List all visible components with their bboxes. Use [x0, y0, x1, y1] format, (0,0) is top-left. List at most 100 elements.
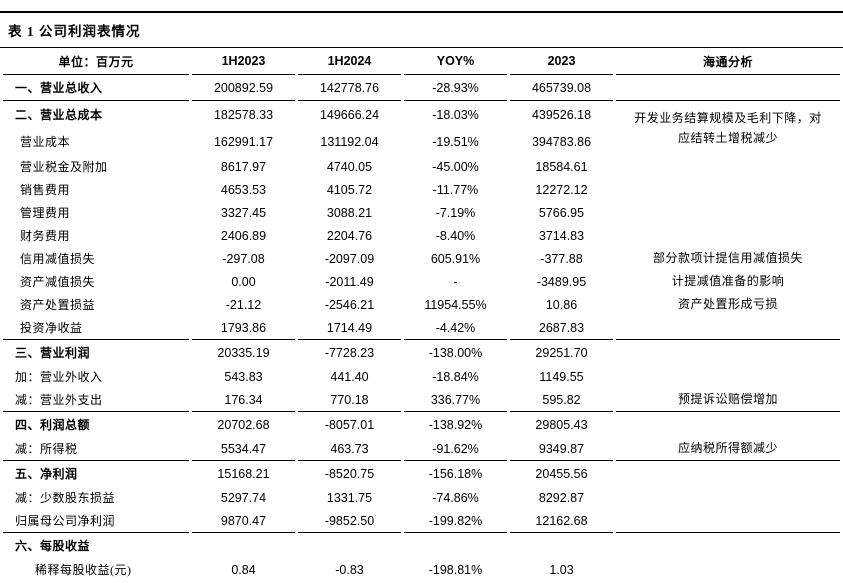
value-2023: 12162.68	[510, 509, 613, 533]
value-1h2024: -2011.49	[325, 274, 374, 289]
row-label: 三、营业利润	[15, 346, 91, 360]
value-1h2024: 770.18	[298, 388, 401, 412]
value-1h2024: 149666.24	[319, 107, 380, 122]
value-2023: 394783.86	[531, 134, 592, 149]
value-2023	[510, 533, 613, 558]
profit-table: 单位：百万元 1H2023 1H2024 YOY% 2023 海通分析 一、营业…	[0, 48, 843, 581]
value-1h2024: 4105.72	[326, 182, 373, 197]
value-1h2023: -21.12	[225, 297, 262, 312]
value-2023: -3489.95	[536, 274, 587, 289]
value-1h2024: -2097.09	[324, 251, 375, 266]
value-2023: 5766.95	[538, 205, 585, 220]
table-row: 六、每股收益	[3, 533, 840, 558]
value-yoy: -8.40%	[435, 228, 476, 243]
row-label: 信用减值损失	[20, 252, 96, 266]
analysis-note	[616, 365, 840, 388]
value-1h2023: 2406.89	[220, 228, 267, 243]
row-label: 一、营业总收入	[3, 75, 189, 101]
row-label: 稀释每股收益(元)	[35, 563, 132, 577]
table-row: 减：营业外支出 176.34 770.18 336.77% 595.82 预提诉讼赔偿增加	[3, 388, 840, 412]
table-row: 加：营业外收入 543.83 441.40 -18.84% 1149.55	[3, 365, 840, 388]
value-1h2024: -7728.23	[324, 345, 375, 360]
analysis-note: 应纳税所得额减少	[616, 437, 840, 461]
value-2023: 2687.83	[510, 316, 613, 340]
value-yoy: 336.77%	[404, 388, 507, 412]
value-1h2024: 4740.05	[326, 159, 373, 174]
analysis-note	[616, 316, 840, 340]
table-row: 稀释每股收益(元) 0.84 -0.83 -198.81% 1.03	[3, 558, 840, 581]
table-row: 五、净利润 15168.21 -8520.75 -156.18% 20455.56	[3, 461, 840, 486]
value-2023: 20455.56	[535, 466, 588, 481]
value-yoy: -4.42%	[404, 316, 507, 340]
value-1h2023: 0.84	[231, 562, 256, 577]
value-1h2024: -9852.50	[298, 509, 401, 533]
analysis-note	[616, 558, 840, 581]
table-row: 资产处置损益 -21.12 -2546.21 11954.55% 10.86 资产处置形成…	[3, 293, 840, 316]
value-1h2023: 20702.68	[217, 417, 270, 432]
value-1h2024: 131192.04	[320, 134, 379, 149]
analysis-note	[616, 340, 840, 365]
value-2023: 29251.70	[535, 345, 588, 360]
value-yoy: -11.77%	[432, 182, 479, 197]
analysis-note	[616, 533, 840, 558]
row-label: 投资净收益	[3, 316, 189, 340]
table-row: 信用减值损失 -297.08 -2097.09 605.91% -377.88 部分款项计…	[3, 247, 840, 270]
value-yoy: -28.93%	[404, 75, 507, 101]
value-1h2024: 1714.49	[298, 316, 401, 340]
value-yoy: -91.62%	[404, 437, 507, 461]
row-label: 四、利润总额	[15, 418, 91, 432]
value-1h2024: -0.83	[335, 562, 364, 577]
analysis-note	[616, 461, 840, 486]
analysis-note	[616, 224, 840, 247]
row-label: 六、每股收益	[15, 539, 91, 553]
analysis-note	[616, 486, 840, 509]
value-yoy: -18.03%	[432, 107, 479, 122]
table-header-row: 单位：百万元 1H2023 1H2024 YOY% 2023 海通分析	[3, 48, 840, 75]
value-2023: 1.03	[549, 562, 574, 577]
value-2023: 1149.55	[539, 369, 584, 384]
col-header-analysis: 海通分析	[616, 48, 840, 75]
table-row: 管理费用 3327.45 3088.21 -7.19% 5766.95	[3, 201, 840, 224]
value-1h2024: -8520.75	[324, 466, 375, 481]
value-yoy: -18.84%	[432, 369, 479, 384]
value-2023: 10.86	[545, 297, 578, 312]
analysis-note: 计提减值准备的影响	[671, 274, 785, 289]
row-label: 加：营业外收入	[15, 370, 103, 384]
analysis-note: 资产处置形成亏损	[677, 297, 778, 312]
value-1h2023: 9870.47	[192, 509, 295, 533]
value-yoy: 11954.55%	[424, 297, 487, 312]
col-header-yoy: YOY%	[404, 48, 507, 75]
table-row: 减：所得税 5534.47 463.73 -91.62% 9349.87 应纳税所得额减少	[3, 437, 840, 461]
value-2023: 439526.18	[531, 107, 592, 122]
value-2023: 18584.61	[535, 159, 588, 174]
income-table-body: 一、营业总收入 200892.59 142778.76 -28.93% 465739.0…	[3, 75, 840, 581]
table-row: 一、营业总收入 200892.59 142778.76 -28.93% 465739.0…	[3, 75, 840, 101]
table-row: 资产减值损失 0.00 -2011.49 - -3489.95 计提减值准备的影响	[3, 270, 840, 293]
row-label: 二、营业总成本	[15, 108, 103, 122]
value-yoy: -45.00%	[432, 159, 479, 174]
value-yoy: -	[453, 274, 458, 289]
analysis-note	[616, 178, 840, 201]
value-2023: -377.88	[540, 251, 583, 266]
value-1h2023: 176.34	[192, 388, 295, 412]
table-row: 四、利润总额 20702.68 -8057.01 -138.92% 29805.43	[3, 412, 840, 437]
table-row: 三、营业利润 20335.19 -7728.23 -138.00% 29251.70	[3, 340, 840, 365]
analysis-note	[616, 509, 840, 533]
value-1h2024: 3088.21	[326, 205, 373, 220]
row-label: 减：所得税	[3, 437, 189, 461]
value-1h2023: 5534.47	[192, 437, 295, 461]
col-header-1h2024: 1H2024	[298, 48, 401, 75]
value-1h2024: 1331.75	[326, 490, 373, 505]
row-label: 资产处置损益	[20, 298, 96, 312]
col-header-unit: 单位：百万元	[3, 48, 189, 75]
analysis-note	[616, 75, 840, 101]
table-title-bar: 表 1 公司利润表情况	[0, 11, 843, 48]
row-label: 减：少数股东损益	[15, 491, 116, 505]
value-1h2023: 15168.21	[217, 466, 270, 481]
analysis-note: 开发业务结算规模及毛利下降，对应结转土增税减少	[634, 110, 822, 145]
col-header-1h2023: 1H2023	[192, 48, 295, 75]
value-1h2023: 182578.33	[213, 107, 274, 122]
analysis-note	[616, 155, 840, 178]
table-row: 减：少数股东损益 5297.74 1331.75 -74.86% 8292.87	[3, 486, 840, 509]
analysis-note: 预提诉讼赔偿增加	[616, 388, 840, 412]
